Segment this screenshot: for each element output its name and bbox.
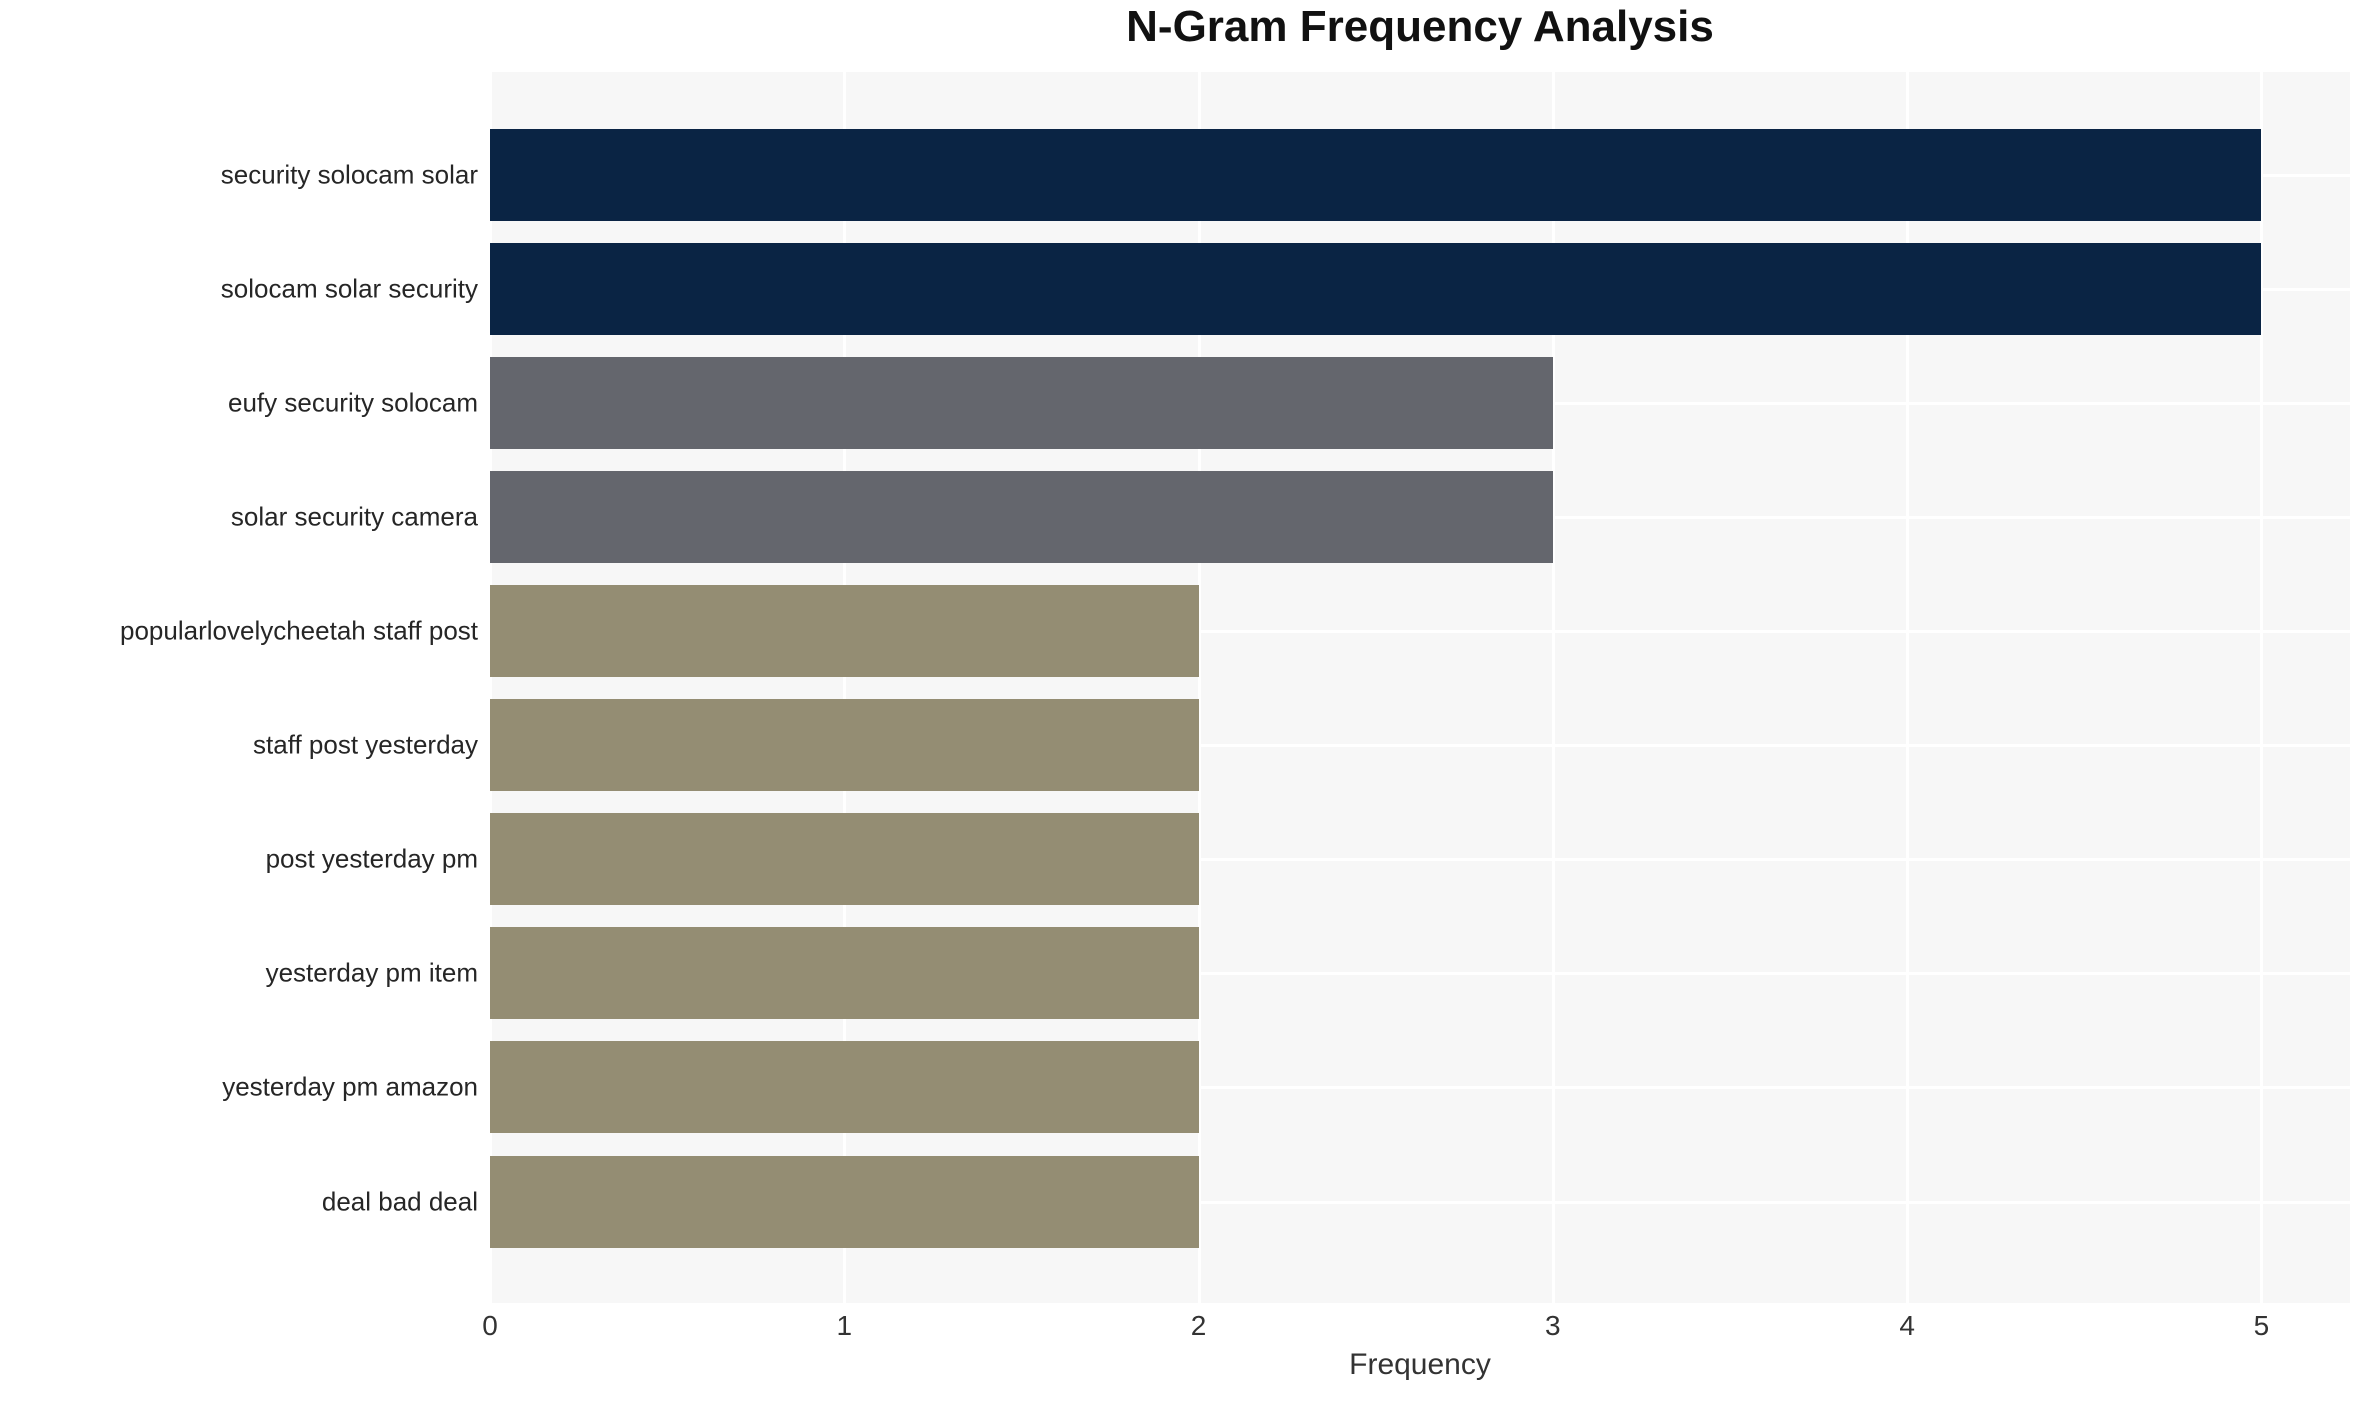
bar-solocam-solar-security: [490, 242, 2262, 335]
x-tick-label: 0: [482, 1310, 498, 1341]
h-gridline: [490, 1086, 2350, 1090]
bar-security-solocam-solar: [490, 128, 2262, 221]
h-gridline: [490, 858, 2350, 862]
bar-solar-security-camera: [490, 470, 1553, 563]
y-tick-label: post yesterday pm: [265, 843, 478, 874]
x-tick-label: 2: [1190, 1310, 1207, 1341]
y-tick-label: solar security camera: [230, 501, 478, 532]
bar-yesterday-pm-item: [490, 927, 1199, 1020]
y-tick-label: staff post yesterday: [253, 729, 478, 760]
v-gridline: [1906, 72, 1910, 1303]
x-tick-label: 4: [1899, 1310, 1915, 1341]
chart-title: N-Gram Frequency Analysis: [1126, 2, 1714, 51]
y-axis-labels: security solocam solar solocam solar secu…: [0, 72, 478, 1303]
v-gridline: [489, 72, 492, 1303]
v-gridline: [1197, 72, 1201, 1303]
y-tick-label: deal bad deal: [321, 1186, 478, 1217]
plot-area: [489, 72, 2350, 1303]
y-tick-label: solocam solar security: [220, 273, 478, 304]
y-tick-label: security solocam solar: [220, 159, 478, 190]
h-gridline: [490, 630, 2350, 634]
h-gridline: [490, 744, 2350, 748]
y-tick-label: yesterday pm amazon: [222, 1071, 478, 1102]
v-gridline: [1551, 72, 1555, 1303]
x-tick-label: 1: [836, 1310, 853, 1341]
bar-staff-post-yesterday: [490, 699, 1199, 792]
bar-deal-bad-deal: [490, 1155, 1199, 1248]
x-tick-label: 5: [2253, 1310, 2270, 1341]
bar-post-yesterday-pm: [490, 813, 1199, 906]
y-tick-label: popularlovelycheetah staff post: [120, 615, 478, 646]
v-gridline: [2260, 72, 2264, 1303]
y-tick-label: yesterday pm item: [265, 957, 478, 988]
bar-eufy-security-solocam: [490, 356, 1553, 449]
bar-popularlovelycheetah-staff-post: [490, 585, 1199, 678]
x-tick-label: 3: [1545, 1310, 1561, 1341]
bar-yesterday-pm-amazon: [490, 1041, 1199, 1134]
x-axis-ticks: 0 1 2 3 4 5: [0, 1310, 2369, 1346]
y-tick-label: eufy security solocam: [228, 387, 478, 418]
h-gridline: [490, 972, 2350, 976]
x-axis-label: Frequency: [1349, 1348, 1491, 1381]
h-gridline: [490, 1200, 2350, 1204]
v-gridline: [843, 72, 847, 1303]
